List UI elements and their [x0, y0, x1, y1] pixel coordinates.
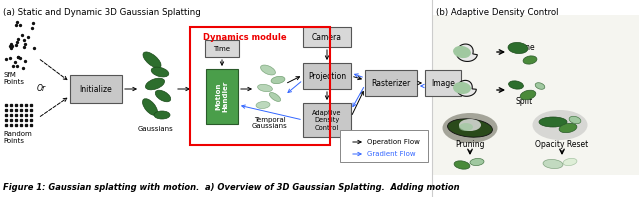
Text: Operation Flow: Operation Flow	[367, 139, 420, 145]
Bar	[303, 103, 351, 137]
Ellipse shape	[260, 65, 275, 75]
Ellipse shape	[520, 90, 536, 100]
Text: Points: Points	[3, 79, 24, 85]
Ellipse shape	[145, 78, 164, 90]
Bar	[425, 70, 461, 96]
Text: Projection: Projection	[308, 72, 346, 81]
Text: SfM: SfM	[3, 72, 16, 78]
Ellipse shape	[256, 101, 270, 109]
Ellipse shape	[442, 113, 497, 143]
Ellipse shape	[535, 83, 545, 89]
Ellipse shape	[532, 110, 588, 140]
Text: Time: Time	[214, 46, 230, 51]
Text: Gaussians: Gaussians	[252, 123, 288, 129]
Bar	[190, 27, 330, 145]
Bar	[365, 70, 417, 96]
Text: Dynamics module: Dynamics module	[203, 33, 287, 42]
Ellipse shape	[151, 67, 169, 77]
Ellipse shape	[143, 52, 161, 68]
Ellipse shape	[523, 56, 537, 64]
Ellipse shape	[271, 76, 285, 84]
Ellipse shape	[454, 161, 470, 169]
Text: Opacity Reset: Opacity Reset	[536, 140, 589, 149]
Bar	[340, 130, 428, 162]
Text: Or: Or	[37, 84, 46, 93]
Ellipse shape	[143, 99, 157, 115]
Ellipse shape	[543, 159, 563, 169]
Bar	[206, 69, 238, 124]
Ellipse shape	[509, 81, 524, 89]
Text: Random: Random	[3, 131, 32, 137]
Text: Points: Points	[3, 138, 24, 144]
Text: Clone: Clone	[513, 43, 535, 52]
Text: Split: Split	[515, 97, 532, 106]
Ellipse shape	[154, 111, 170, 119]
Ellipse shape	[508, 42, 528, 54]
Text: Temporal: Temporal	[254, 117, 286, 123]
Text: Initialize: Initialize	[79, 85, 113, 94]
Ellipse shape	[453, 82, 471, 94]
Ellipse shape	[447, 119, 492, 137]
PathPatch shape	[456, 44, 477, 61]
Text: Gradient Flow: Gradient Flow	[367, 151, 415, 157]
Bar	[432, 15, 639, 175]
Ellipse shape	[539, 117, 567, 127]
Text: Motion
Handler: Motion Handler	[215, 80, 228, 112]
Text: Gaussians: Gaussians	[137, 126, 173, 132]
Text: Camera: Camera	[312, 33, 342, 42]
Ellipse shape	[459, 123, 473, 131]
Bar	[205, 40, 239, 57]
Text: Figure 1: Gaussian splatting with motion.  a) Overview of 3D Gaussian Splatting.: Figure 1: Gaussian splatting with motion…	[3, 183, 460, 192]
Text: Rasterizer: Rasterizer	[371, 78, 411, 87]
Ellipse shape	[459, 119, 481, 131]
Ellipse shape	[563, 158, 577, 166]
Text: Image: Image	[431, 78, 455, 87]
Ellipse shape	[257, 84, 273, 92]
Bar	[303, 27, 351, 47]
Bar	[303, 63, 351, 89]
Text: (a) Static and Dynamic 3D Gaussian Splatting: (a) Static and Dynamic 3D Gaussian Splat…	[3, 8, 201, 17]
Ellipse shape	[156, 90, 171, 102]
Ellipse shape	[569, 116, 581, 124]
Ellipse shape	[453, 46, 471, 58]
Text: Adaptive
Density
Control: Adaptive Density Control	[312, 110, 342, 130]
Ellipse shape	[269, 93, 280, 101]
Ellipse shape	[470, 158, 484, 165]
Text: (b) Adaptive Density Control: (b) Adaptive Density Control	[436, 8, 559, 17]
Ellipse shape	[559, 123, 577, 133]
Bar	[70, 75, 122, 103]
Text: Pruning: Pruning	[455, 140, 484, 149]
PathPatch shape	[457, 80, 476, 96]
